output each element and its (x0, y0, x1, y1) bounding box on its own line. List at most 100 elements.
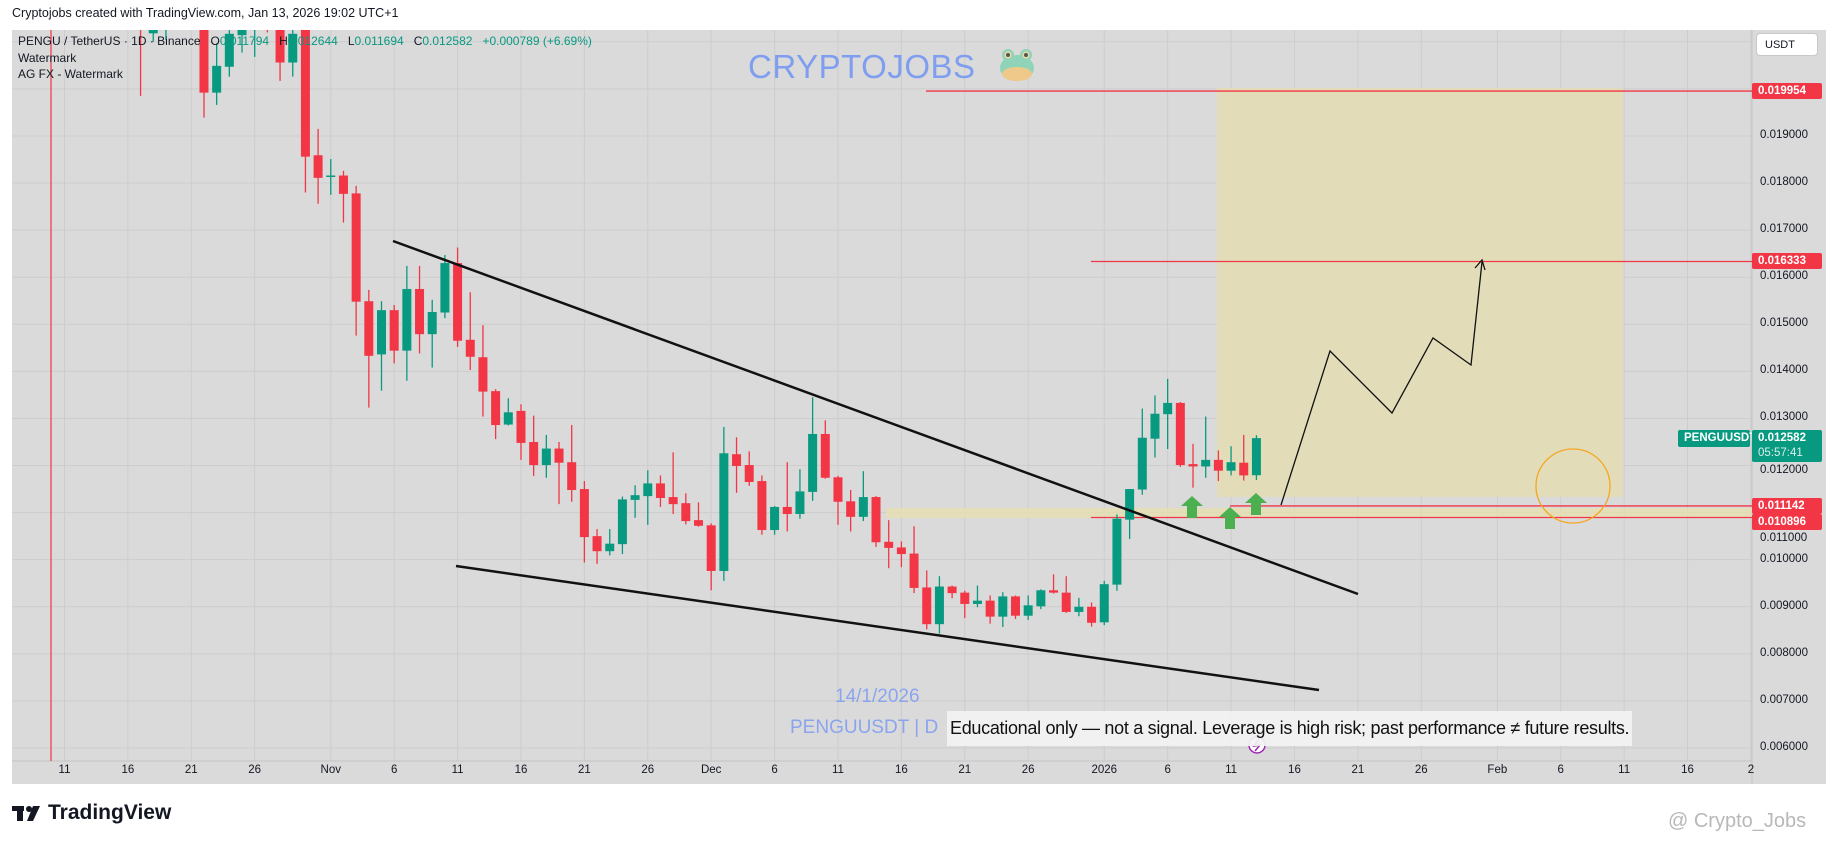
indicator-watermark[interactable]: Watermark (18, 51, 77, 65)
green-up-arrow-icon (1219, 507, 1241, 529)
candle-body (858, 497, 868, 517)
candle-body (655, 483, 665, 499)
time-tick-label: Feb (1487, 764, 1508, 776)
candle (922, 570, 932, 630)
candle-body (1036, 590, 1046, 607)
lower-trendline (455, 564, 1320, 692)
candle-body (440, 263, 450, 313)
candle (998, 592, 1008, 628)
level-price-tag: 0.011142 (1752, 498, 1822, 514)
candle-body (300, 30, 310, 157)
candle-body (1251, 438, 1261, 476)
candle (871, 496, 881, 547)
candle (288, 30, 298, 77)
price-tick-label: 0.014000 (1760, 364, 1808, 377)
candle-body (1087, 606, 1097, 623)
candle (567, 425, 577, 502)
candle (808, 397, 818, 501)
candle (541, 434, 551, 478)
candle-body (161, 0, 170, 14)
candle-body (1188, 464, 1198, 467)
candle-body (1226, 462, 1236, 471)
candle (1125, 489, 1135, 539)
time-tick-label: 26 (248, 764, 262, 776)
time-tick-label: 21 (577, 764, 591, 776)
candle (174, 0, 183, 9)
symbol-name: PENGU / TetherUS · 1D · Binance (18, 34, 201, 48)
candle (326, 159, 336, 195)
level-price-tag: 0.016333 (1752, 253, 1822, 269)
candle (237, 30, 247, 53)
candle (1163, 378, 1173, 450)
support-zone (886, 508, 1752, 518)
candle (266, 30, 269, 33)
candle-body (415, 288, 425, 335)
candle-body (972, 600, 982, 604)
candle-body (326, 175, 336, 178)
candle-body (567, 462, 577, 491)
candle-body (922, 587, 932, 625)
candle-body (237, 30, 247, 36)
candle (148, 30, 158, 42)
price-tick-label: 0.008000 (1760, 646, 1808, 659)
candle (947, 585, 957, 599)
candle (617, 496, 627, 555)
candle (909, 526, 919, 594)
candle-body (554, 448, 564, 463)
candle-body (1061, 592, 1071, 612)
candle (1226, 446, 1236, 476)
candle-body (503, 412, 513, 425)
highlight-circle (1535, 448, 1611, 524)
price-tick-label: 0.018000 (1760, 176, 1808, 189)
candle (1087, 602, 1097, 627)
currency-button[interactable]: USDT (1756, 33, 1818, 56)
level-lines (926, 90, 1752, 519)
candle (1188, 443, 1198, 488)
candle (313, 128, 323, 204)
candle-body (871, 497, 881, 543)
time-tick-label: 2026 (1091, 764, 1118, 776)
time-tick-label: 21 (184, 764, 198, 776)
time-tick-label: 16 (121, 764, 135, 776)
candle (795, 469, 805, 519)
symbol-legend[interactable]: PENGU / TetherUS · 1D · Binance O0.01179… (18, 34, 592, 48)
level-price-tag: 0.010896 (1752, 514, 1822, 530)
price-tick-label: 0.011000 (1760, 532, 1808, 544)
candle-body (364, 301, 374, 356)
candle-body (377, 310, 386, 355)
candle (389, 304, 399, 364)
candle (212, 43, 222, 105)
candle (516, 404, 526, 460)
candle-body (719, 453, 729, 571)
candles (139, 0, 1261, 634)
bar-countdown: 05:57:41 (1758, 447, 1803, 459)
candle-body (896, 547, 906, 555)
tradingview-logo[interactable]: TradingView (12, 801, 171, 825)
candle-body (1112, 518, 1122, 585)
candle (694, 502, 703, 527)
candle (972, 585, 982, 608)
candle-body (808, 433, 818, 492)
candle (1036, 589, 1046, 610)
candle (503, 398, 513, 426)
time-tick-label: Dec (700, 764, 722, 776)
time-tick-label: 21 (1351, 764, 1365, 776)
price-tick-label: 0.016000 (1760, 270, 1808, 283)
candle (554, 441, 564, 505)
candle (719, 426, 729, 581)
indicator-agfx-watermark[interactable]: AG FX - Watermark (18, 67, 123, 81)
candle (1175, 401, 1185, 467)
candle-body (1049, 590, 1059, 593)
candle (770, 506, 780, 535)
candle-body (1011, 596, 1020, 616)
candle-body (148, 30, 158, 34)
time-tick-label: 6 (771, 764, 778, 776)
candle (960, 590, 970, 619)
price-tick-label: 0.009000 (1760, 599, 1808, 612)
candle (605, 529, 615, 556)
candle (1049, 574, 1059, 594)
high-value: 0.012644 (287, 34, 338, 48)
frog-emoji-icon (1000, 49, 1035, 81)
price-tick-label: 0.015000 (1760, 317, 1808, 330)
level-price-tag: 0.019954 (1752, 83, 1822, 99)
